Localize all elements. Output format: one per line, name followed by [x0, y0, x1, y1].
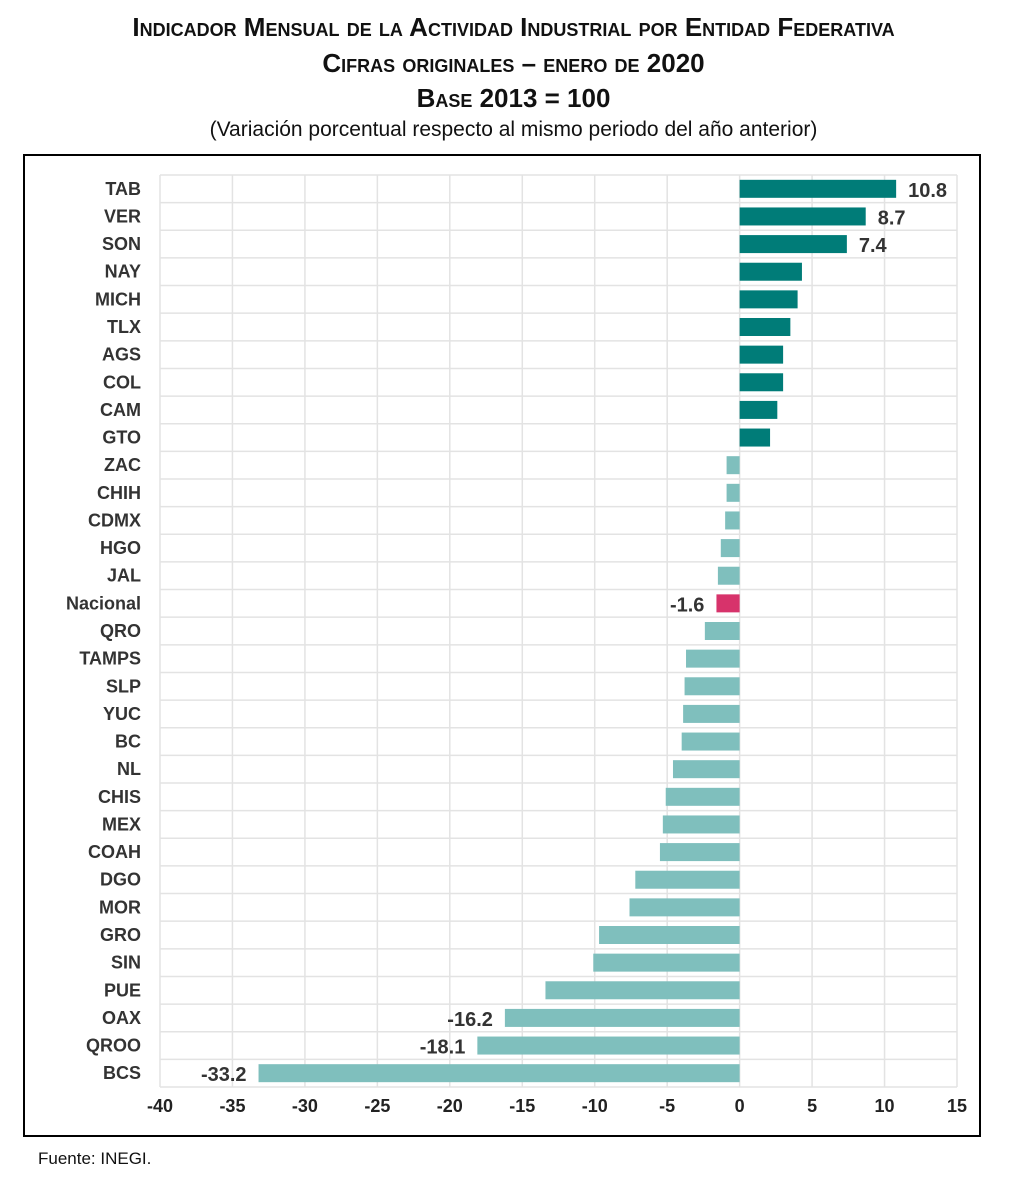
bar-nacional	[716, 594, 740, 613]
category-label: QROO	[86, 1036, 141, 1056]
category-label: DGO	[100, 870, 141, 890]
category-label: ZAC	[104, 455, 141, 475]
bar-tlx	[739, 318, 791, 336]
x-tick-label: -25	[364, 1096, 390, 1116]
bar-pue	[545, 981, 740, 1000]
bar-qro	[704, 622, 740, 640]
x-tick-label: -5	[659, 1096, 675, 1116]
category-label: OAX	[102, 1008, 141, 1028]
category-label: GTO	[102, 428, 141, 448]
category-label: BCS	[103, 1063, 141, 1083]
bar-son	[739, 235, 847, 254]
category-label: QRO	[100, 621, 141, 641]
chart-subtitle-variation: (Variación porcentual respecto al mismo …	[209, 118, 818, 141]
bar-coah	[659, 843, 740, 862]
bar-cdmx	[725, 511, 740, 530]
x-tick-label: -10	[582, 1096, 608, 1116]
x-tick-label: -35	[219, 1096, 245, 1116]
bar-oax	[504, 1008, 740, 1027]
data-label: 8.7	[878, 207, 906, 229]
category-label: CAM	[100, 400, 141, 420]
category-label: CHIH	[97, 483, 141, 503]
category-label: TAB	[105, 179, 141, 199]
category-label: SLP	[106, 676, 141, 696]
data-label: 10.8	[908, 180, 947, 202]
x-tick-label: -40	[147, 1096, 173, 1116]
category-label: MOR	[99, 897, 141, 917]
x-tick-label: 5	[807, 1096, 817, 1116]
bar-gto	[739, 428, 771, 447]
source-note: Fuente: INEGI.	[38, 1149, 152, 1168]
bar-nay	[739, 262, 802, 281]
bar-dgo	[635, 870, 740, 889]
bar-qroo	[477, 1036, 740, 1055]
category-label: CHIS	[98, 787, 141, 807]
category-label: SON	[102, 234, 141, 254]
bar-col	[739, 373, 784, 392]
category-label: AGS	[102, 345, 141, 365]
x-tick-label: -15	[509, 1096, 535, 1116]
category-label: COAH	[88, 842, 141, 862]
bar-yuc	[683, 704, 740, 723]
x-tick-label: -20	[437, 1096, 463, 1116]
category-label: JAL	[107, 566, 141, 586]
bar-sin	[593, 953, 740, 972]
bar-jal	[717, 566, 740, 585]
bar-tab	[739, 179, 897, 198]
category-label: GRO	[100, 925, 141, 945]
category-label: CDMX	[88, 510, 141, 530]
bar-chih	[726, 483, 740, 502]
bar-chis	[665, 787, 740, 806]
bar-nl	[672, 760, 740, 779]
chart-title: Indicador Mensual de la Actividad Indust…	[132, 12, 895, 42]
x-tick-label: 0	[735, 1096, 745, 1116]
bar-cam	[739, 400, 778, 419]
bar-tamps	[686, 649, 740, 668]
bar-mex	[662, 815, 740, 834]
bar-ags	[739, 345, 784, 364]
bar-mor	[629, 898, 740, 917]
category-label: YUC	[103, 704, 141, 724]
chart-subtitle-period: Cifras originales – enero de 2020	[322, 48, 705, 78]
category-label: MEX	[102, 814, 141, 834]
x-tick-label: 10	[875, 1096, 895, 1116]
category-label: NAY	[105, 262, 141, 282]
bar-zac	[726, 456, 740, 475]
bar-gro	[599, 926, 740, 944]
bar-bc	[681, 732, 740, 751]
category-label: BC	[115, 732, 141, 752]
bar-hgo	[720, 539, 740, 558]
category-label: VER	[104, 206, 141, 226]
data-label: -16.2	[447, 1009, 493, 1031]
category-label: PUE	[104, 980, 141, 1000]
bar-bcs	[258, 1064, 740, 1083]
category-label: HGO	[100, 538, 141, 558]
category-label: NL	[117, 759, 141, 779]
category-label: SIN	[111, 953, 141, 973]
data-label: -33.2	[201, 1064, 247, 1086]
data-label: 7.4	[859, 235, 888, 257]
chart-frame	[23, 154, 981, 1137]
category-label: MICH	[95, 289, 141, 309]
category-label: Nacional	[66, 593, 141, 613]
category-label: COL	[103, 372, 141, 392]
x-tick-label: 15	[947, 1096, 967, 1116]
x-tick-label: -30	[292, 1096, 318, 1116]
data-label: -1.6	[670, 594, 704, 616]
category-label: TAMPS	[79, 649, 141, 669]
data-label: -18.1	[420, 1037, 466, 1059]
bar-mich	[739, 290, 798, 309]
chart-subtitle-base: Base 2013 = 100	[416, 83, 611, 113]
bar-ver	[739, 207, 866, 226]
category-label: TLX	[107, 317, 141, 337]
bar-slp	[684, 677, 740, 696]
